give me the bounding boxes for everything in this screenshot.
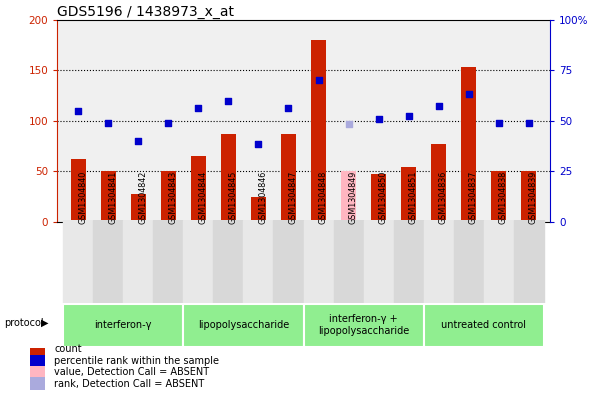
Point: [73, 108, 83, 114]
Bar: [123, 220, 153, 303]
Point: [494, 120, 504, 126]
Text: GSM1304841: GSM1304841: [108, 171, 117, 224]
Bar: [514, 220, 544, 303]
Text: interferon-γ: interferon-γ: [94, 320, 152, 330]
Point: [194, 105, 203, 111]
Point: [284, 105, 293, 111]
Point: [163, 120, 173, 126]
Bar: [401, 167, 416, 222]
Text: GSM1304848: GSM1304848: [319, 171, 328, 224]
Text: GSM1304843: GSM1304843: [168, 171, 177, 224]
Bar: [153, 220, 183, 303]
Text: count: count: [54, 344, 82, 354]
Bar: [304, 220, 334, 303]
Bar: [30, 366, 45, 378]
Bar: [30, 354, 45, 367]
Point: [133, 138, 143, 144]
Bar: [63, 220, 93, 303]
Text: GSM1304844: GSM1304844: [198, 171, 207, 224]
Text: percentile rank within the sample: percentile rank within the sample: [54, 356, 219, 366]
Bar: [71, 159, 85, 222]
Bar: [221, 134, 236, 222]
Point: [103, 120, 113, 126]
Point: [434, 103, 444, 109]
Bar: [63, 303, 183, 347]
Text: untreated control: untreated control: [441, 320, 526, 330]
Point: [404, 113, 413, 119]
Point: [464, 90, 474, 97]
Bar: [424, 220, 454, 303]
Bar: [251, 197, 266, 222]
Bar: [30, 377, 45, 390]
Bar: [131, 194, 146, 222]
Bar: [432, 144, 446, 222]
Text: GDS5196 / 1438973_x_at: GDS5196 / 1438973_x_at: [57, 5, 234, 18]
Bar: [492, 171, 506, 222]
Text: GSM1304840: GSM1304840: [78, 171, 87, 224]
Bar: [484, 220, 514, 303]
Bar: [394, 220, 424, 303]
Bar: [304, 303, 424, 347]
Bar: [30, 343, 45, 356]
Text: GSM1304838: GSM1304838: [499, 171, 508, 224]
Text: GSM1304836: GSM1304836: [439, 171, 448, 224]
Bar: [462, 67, 477, 222]
Text: GSM1304847: GSM1304847: [288, 171, 297, 224]
Text: value, Detection Call = ABSENT: value, Detection Call = ABSENT: [54, 367, 209, 377]
Bar: [183, 303, 304, 347]
Bar: [371, 174, 386, 222]
Point: [374, 116, 383, 122]
Point: [344, 121, 353, 127]
Point: [524, 120, 534, 126]
Bar: [281, 134, 296, 222]
Bar: [213, 220, 243, 303]
Bar: [454, 220, 484, 303]
Text: GSM1304837: GSM1304837: [469, 171, 478, 224]
Point: [224, 97, 233, 104]
Text: lipopolysaccharide: lipopolysaccharide: [198, 320, 289, 330]
Text: interferon-γ +
lipopolysaccharide: interferon-γ + lipopolysaccharide: [318, 314, 409, 336]
Text: GSM1304842: GSM1304842: [138, 171, 147, 224]
Point: [254, 141, 263, 147]
Bar: [273, 220, 304, 303]
Text: GSM1304845: GSM1304845: [228, 171, 237, 224]
Text: GSM1304850: GSM1304850: [379, 171, 388, 224]
Bar: [93, 220, 123, 303]
Bar: [191, 156, 206, 222]
Point: [314, 77, 323, 84]
Bar: [424, 303, 544, 347]
Bar: [334, 220, 364, 303]
Bar: [100, 171, 115, 222]
Text: rank, Detection Call = ABSENT: rank, Detection Call = ABSENT: [54, 378, 204, 389]
Text: GSM1304849: GSM1304849: [349, 171, 358, 224]
Text: GSM1304839: GSM1304839: [529, 171, 538, 224]
Bar: [243, 220, 273, 303]
Bar: [341, 171, 356, 222]
Bar: [522, 171, 537, 222]
Text: GSM1304846: GSM1304846: [258, 171, 267, 224]
Bar: [311, 40, 326, 222]
Text: ▶: ▶: [41, 318, 49, 328]
Text: protocol: protocol: [5, 318, 44, 328]
Bar: [183, 220, 213, 303]
Bar: [364, 220, 394, 303]
Bar: [161, 171, 176, 222]
Text: GSM1304851: GSM1304851: [409, 171, 418, 224]
